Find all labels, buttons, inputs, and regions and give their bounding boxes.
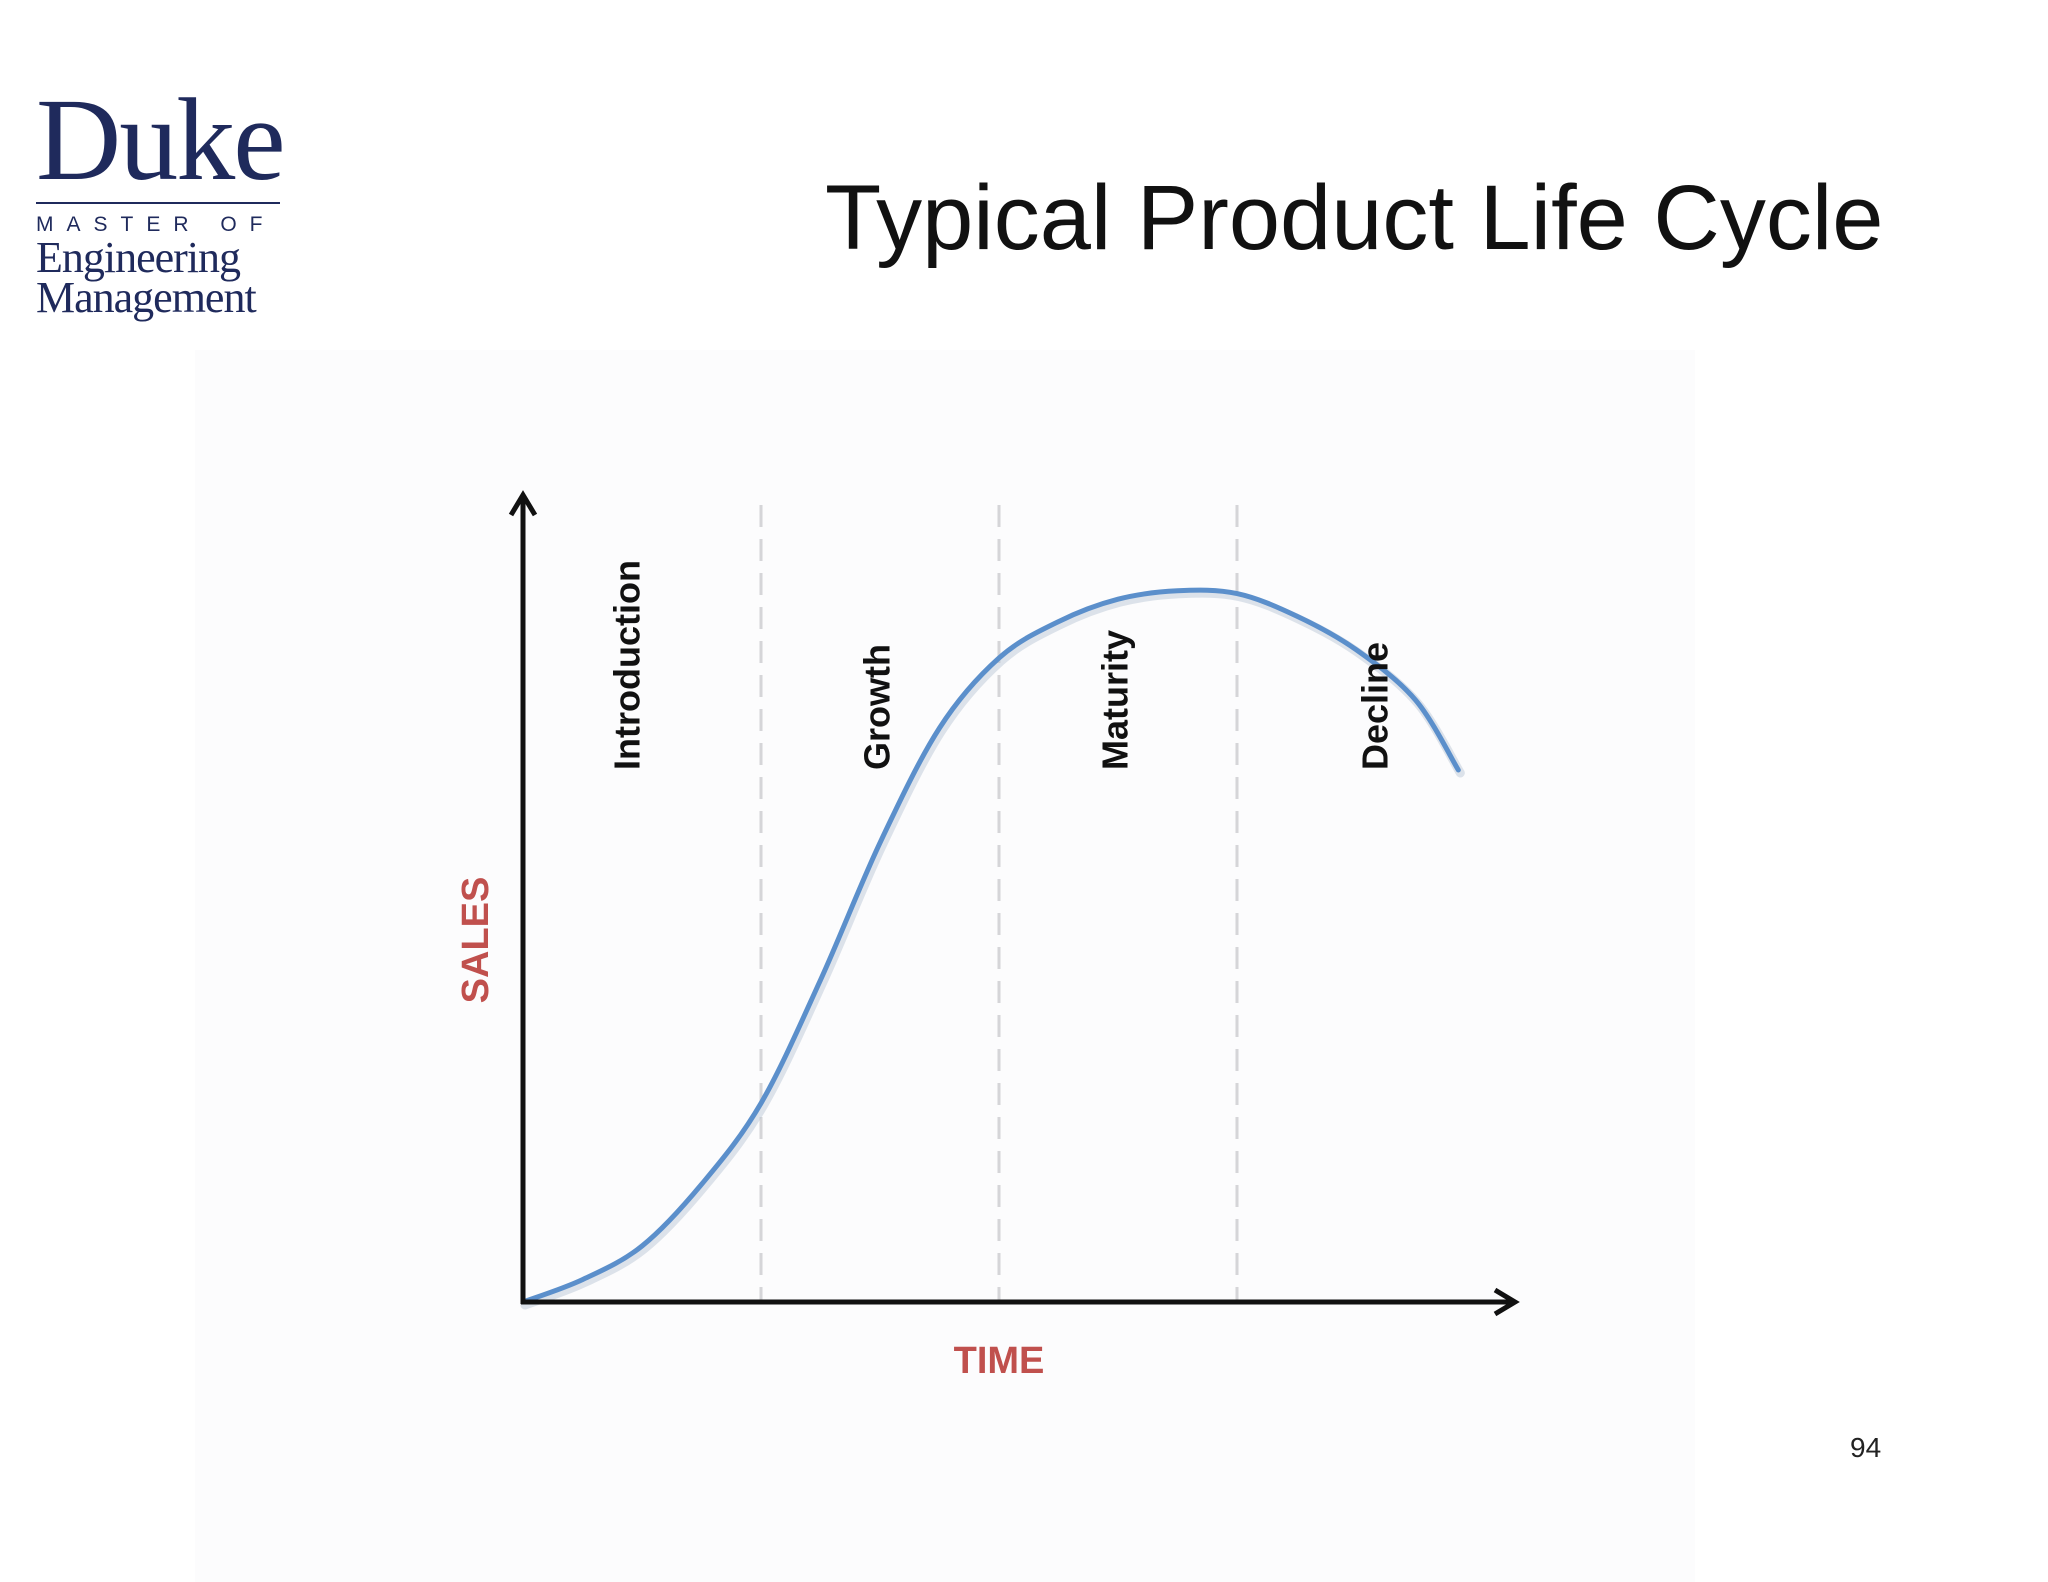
stage-label-growth: Growth (857, 644, 898, 770)
logo-divider (36, 202, 280, 204)
y-axis-arrow (508, 490, 538, 517)
logo-duke-wordmark: Duke (36, 74, 286, 205)
stage-label-decline: Decline (1355, 642, 1396, 770)
x-axis-label: TIME (954, 1340, 1045, 1382)
stage-label-introduction: Introduction (607, 560, 648, 770)
page-number: 94 (1850, 1432, 1882, 1463)
logo-master-of: MASTER OF (36, 213, 276, 236)
chart-background (195, 350, 1695, 1582)
duke-logo: Duke MASTER OF Engineering Management (36, 74, 288, 322)
y-axis-label: SALES (455, 877, 497, 1004)
slide-title: Typical Product Life Cycle (825, 167, 1884, 269)
logo-engineering: Engineering (36, 233, 241, 282)
x-axis-arrow (1493, 1287, 1520, 1317)
stage-label-maturity: Maturity (1095, 630, 1136, 770)
sales-curve-shadow (520, 588, 1465, 1310)
sales-curve (520, 587, 1461, 1305)
logo-management: Management (36, 273, 257, 322)
